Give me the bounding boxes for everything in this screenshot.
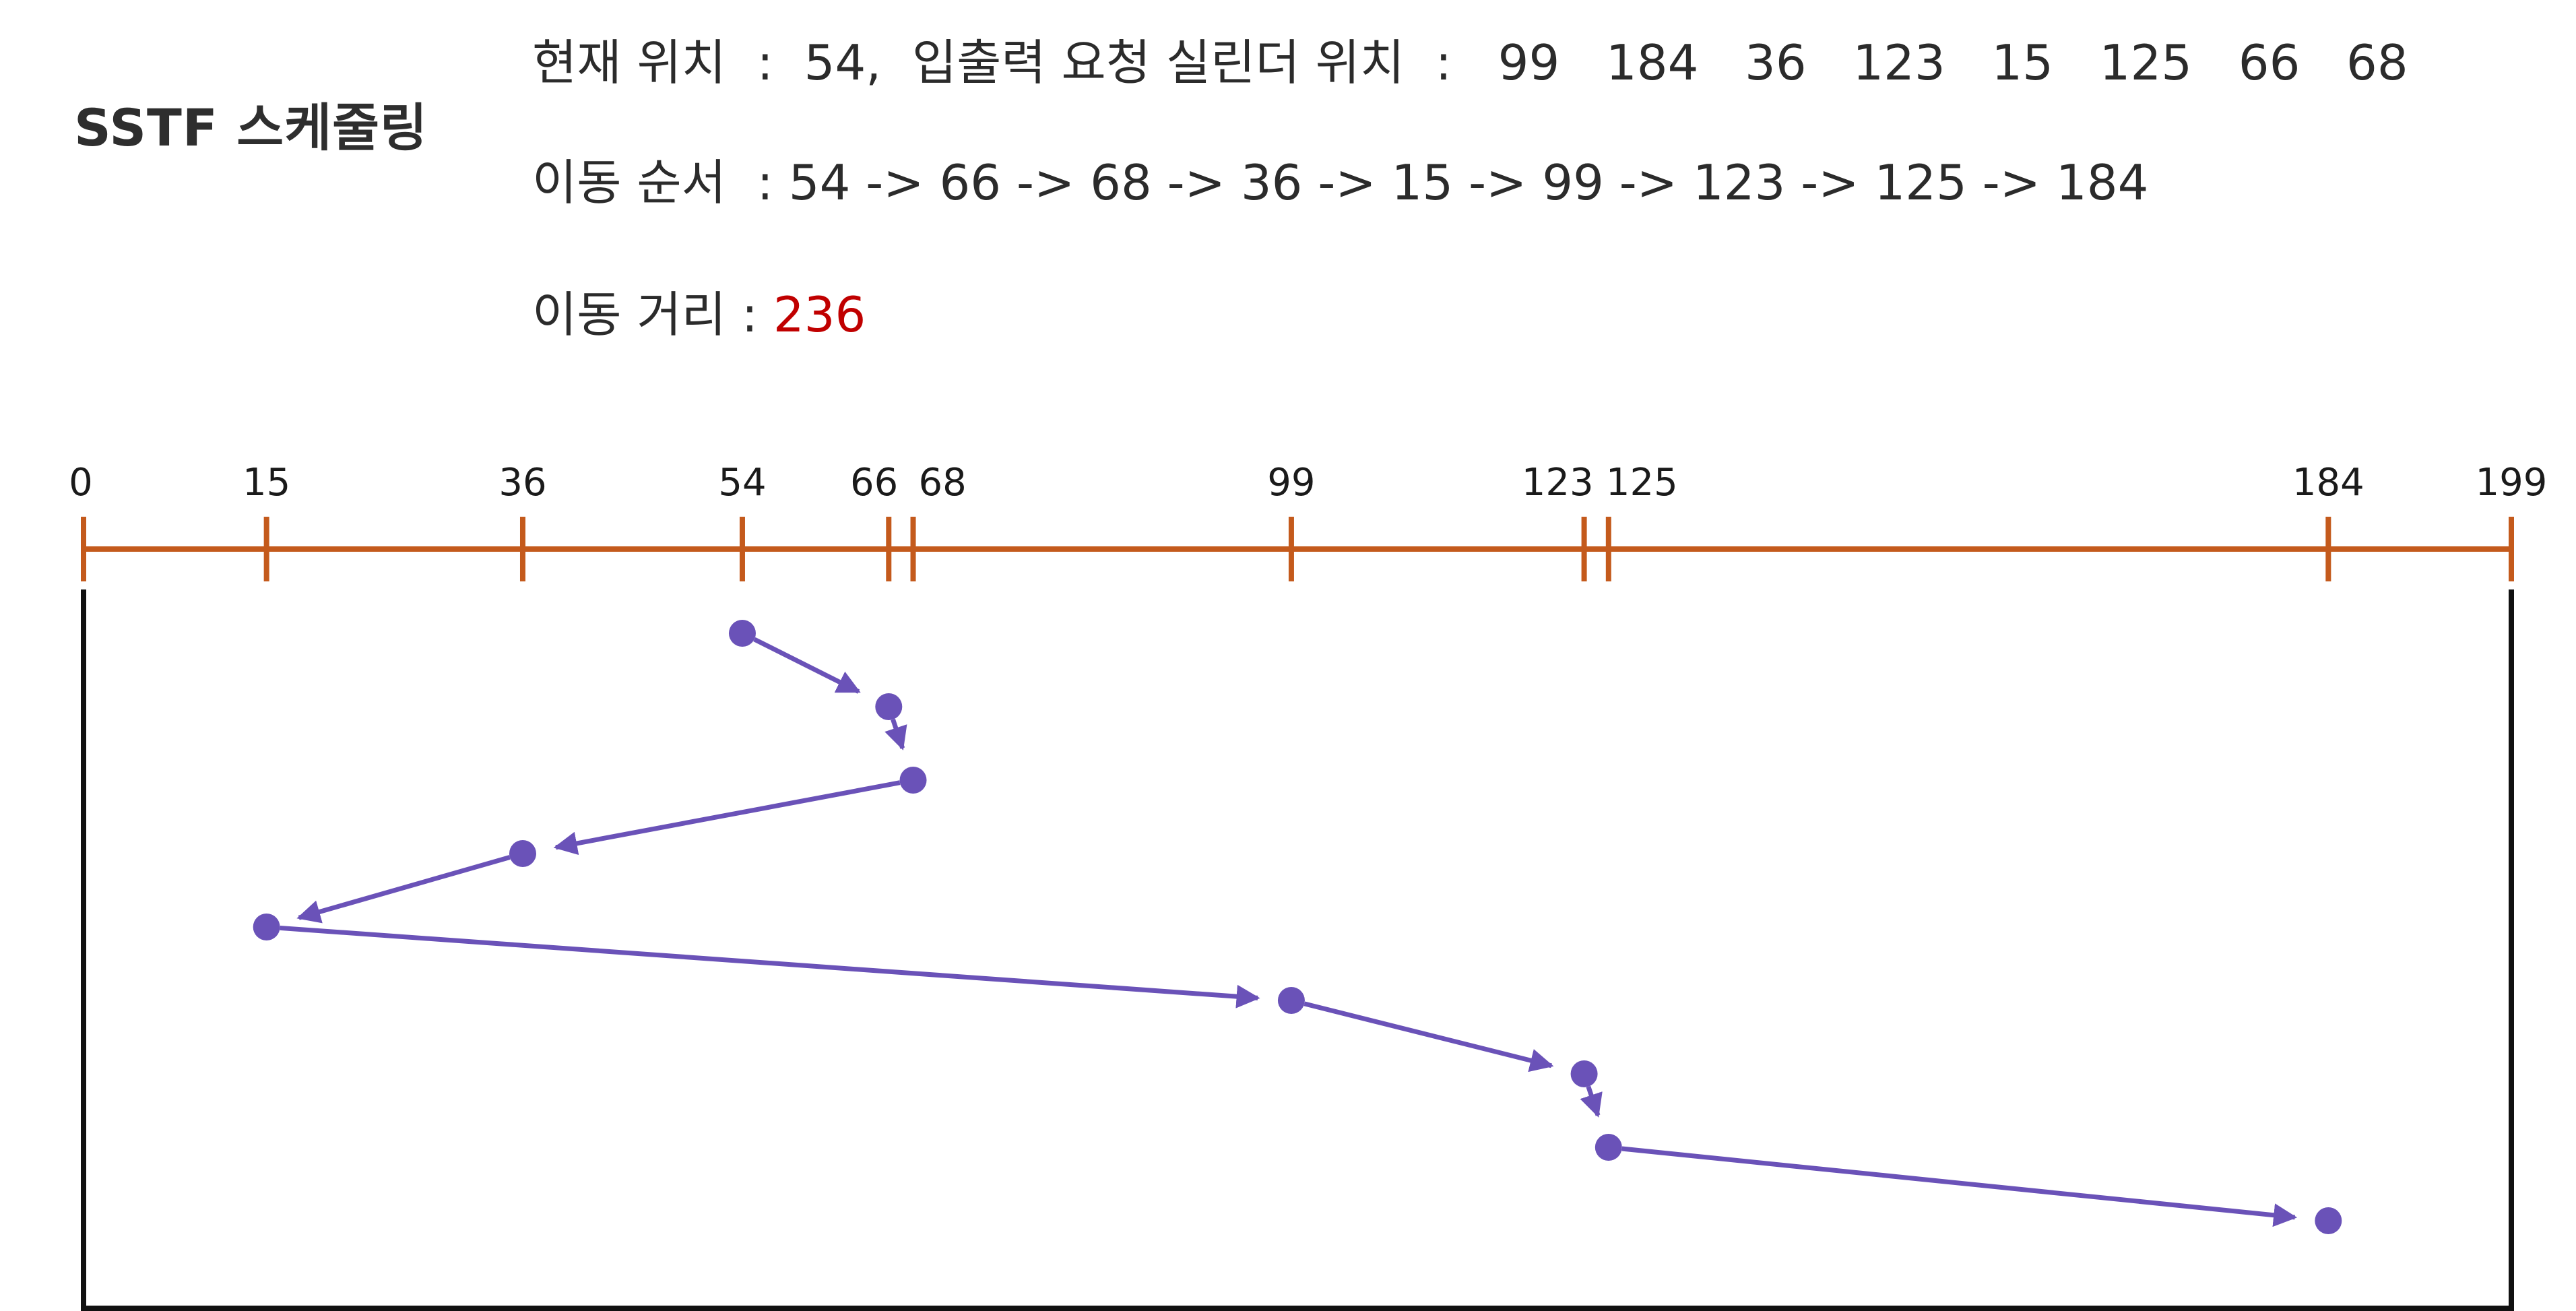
- path-segment-arrow: [1303, 1001, 1554, 1073]
- axis-tick-label: 123: [1522, 461, 1594, 505]
- path-segment-arrow: [1580, 1085, 1603, 1118]
- cylinder-point: [875, 693, 903, 720]
- axis-tick-label: 184: [2292, 461, 2364, 505]
- axis-tick-label: 0: [69, 461, 93, 505]
- path-segment-arrow: [753, 637, 861, 694]
- path-segment-arrow: [280, 925, 1260, 1009]
- movement-distance: 이동 거리 : 236: [532, 275, 866, 346]
- axis-tick-label: 99: [1267, 461, 1315, 505]
- cylinder-point: [1570, 1060, 1598, 1087]
- movement-order-text: 이동 순서 : 54 -> 66 -> 68 -> 36 -> 15 -> 99…: [532, 154, 2149, 211]
- cylinder-point: [2315, 1207, 2342, 1234]
- axis-tick-label: 54: [718, 461, 766, 505]
- axis-tick-label: 125: [1606, 461, 1678, 505]
- axis-tick-label: 36: [498, 461, 546, 505]
- path-segment-arrow: [1621, 1146, 2298, 1227]
- axis-tick-label: 68: [919, 461, 967, 505]
- cylinder-point: [899, 767, 927, 794]
- current-position-text: 현재 위치 : 54, 입출력 요청 실린더 위치 : 99 184 36 12…: [532, 34, 2408, 91]
- cylinder-point: [253, 914, 280, 940]
- cylinder-point: [1277, 987, 1305, 1014]
- page-title: SSTF 스케줄링: [74, 98, 428, 158]
- path-segment-arrow: [296, 855, 511, 924]
- cylinder-point: [509, 840, 536, 867]
- axis-tick-label: 66: [850, 461, 898, 505]
- axis-tick-label: 199: [2476, 461, 2548, 505]
- cylinder-point: [1595, 1134, 1622, 1161]
- distance-label: 이동 거리 :: [532, 286, 773, 343]
- cylinder-point: [728, 620, 756, 647]
- diagram-frame: [81, 589, 2514, 1311]
- path-segment-arrow: [884, 718, 907, 750]
- axis-tick-label: 15: [243, 461, 290, 505]
- distance-value: 236: [773, 286, 866, 343]
- path-segment-arrow: [553, 780, 901, 856]
